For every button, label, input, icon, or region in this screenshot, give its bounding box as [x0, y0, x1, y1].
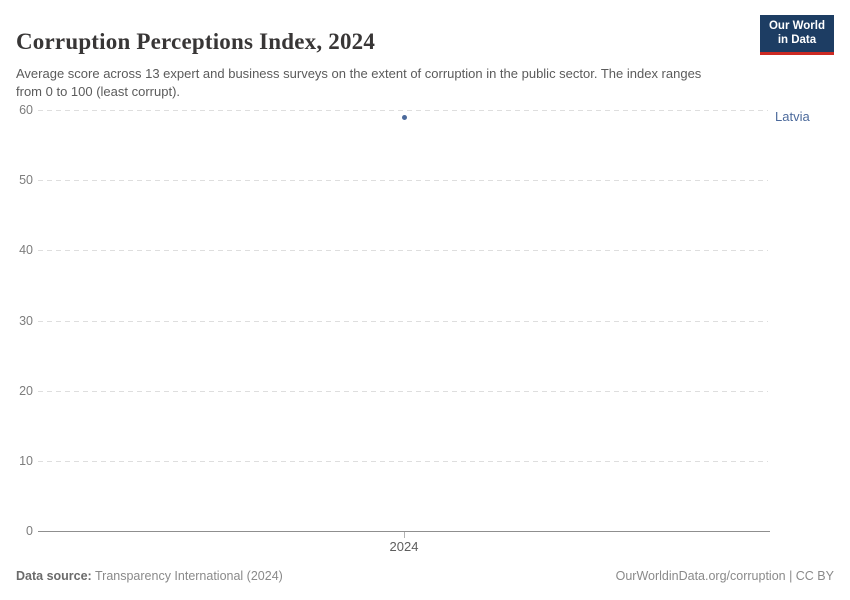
gridline-30 [38, 321, 768, 322]
owid-logo-line1: Our World [768, 20, 825, 32]
gridline-20 [38, 391, 768, 392]
owid-logo-line2: in Data [777, 33, 817, 46]
data-source-note: Data source: Transparency International … [16, 569, 283, 583]
y-axis-tick-label-50: 50 [19, 173, 33, 187]
gridline-50 [38, 180, 768, 181]
y-axis-tick-label-0: 0 [26, 524, 33, 538]
chart-subtitle: Average score across 13 expert and busin… [16, 66, 702, 100]
owid-logo[interactable]: Our World in Data [759, 15, 834, 55]
y-axis-tick-label-40: 40 [19, 243, 33, 257]
gridline-60 [38, 110, 768, 111]
gridline-10 [38, 461, 768, 462]
data-point-latvia[interactable] [401, 114, 407, 120]
data-source-value: Transparency International (2024) [94, 569, 283, 583]
series-label-latvia[interactable]: Latvia [775, 109, 810, 124]
y-axis-tick-label-60: 60 [19, 103, 33, 117]
chart-title: Corruption Perceptions Index, 2024 [16, 29, 376, 55]
data-source-label: Data source: [16, 569, 92, 583]
x-axis-tick [404, 532, 405, 538]
y-axis-tick-label-10: 10 [19, 454, 33, 468]
gridline-40 [38, 250, 768, 251]
y-axis-tick-label-30: 30 [19, 314, 33, 328]
x-axis-line [38, 531, 770, 532]
y-axis-tick-label-20: 20 [19, 384, 33, 398]
x-axis-tick-label: 2024 [389, 539, 419, 554]
chart-footer: Data source: Transparency International … [16, 569, 834, 583]
credit-link[interactable]: OurWorldinData.org/corruption | CC BY [615, 569, 834, 583]
